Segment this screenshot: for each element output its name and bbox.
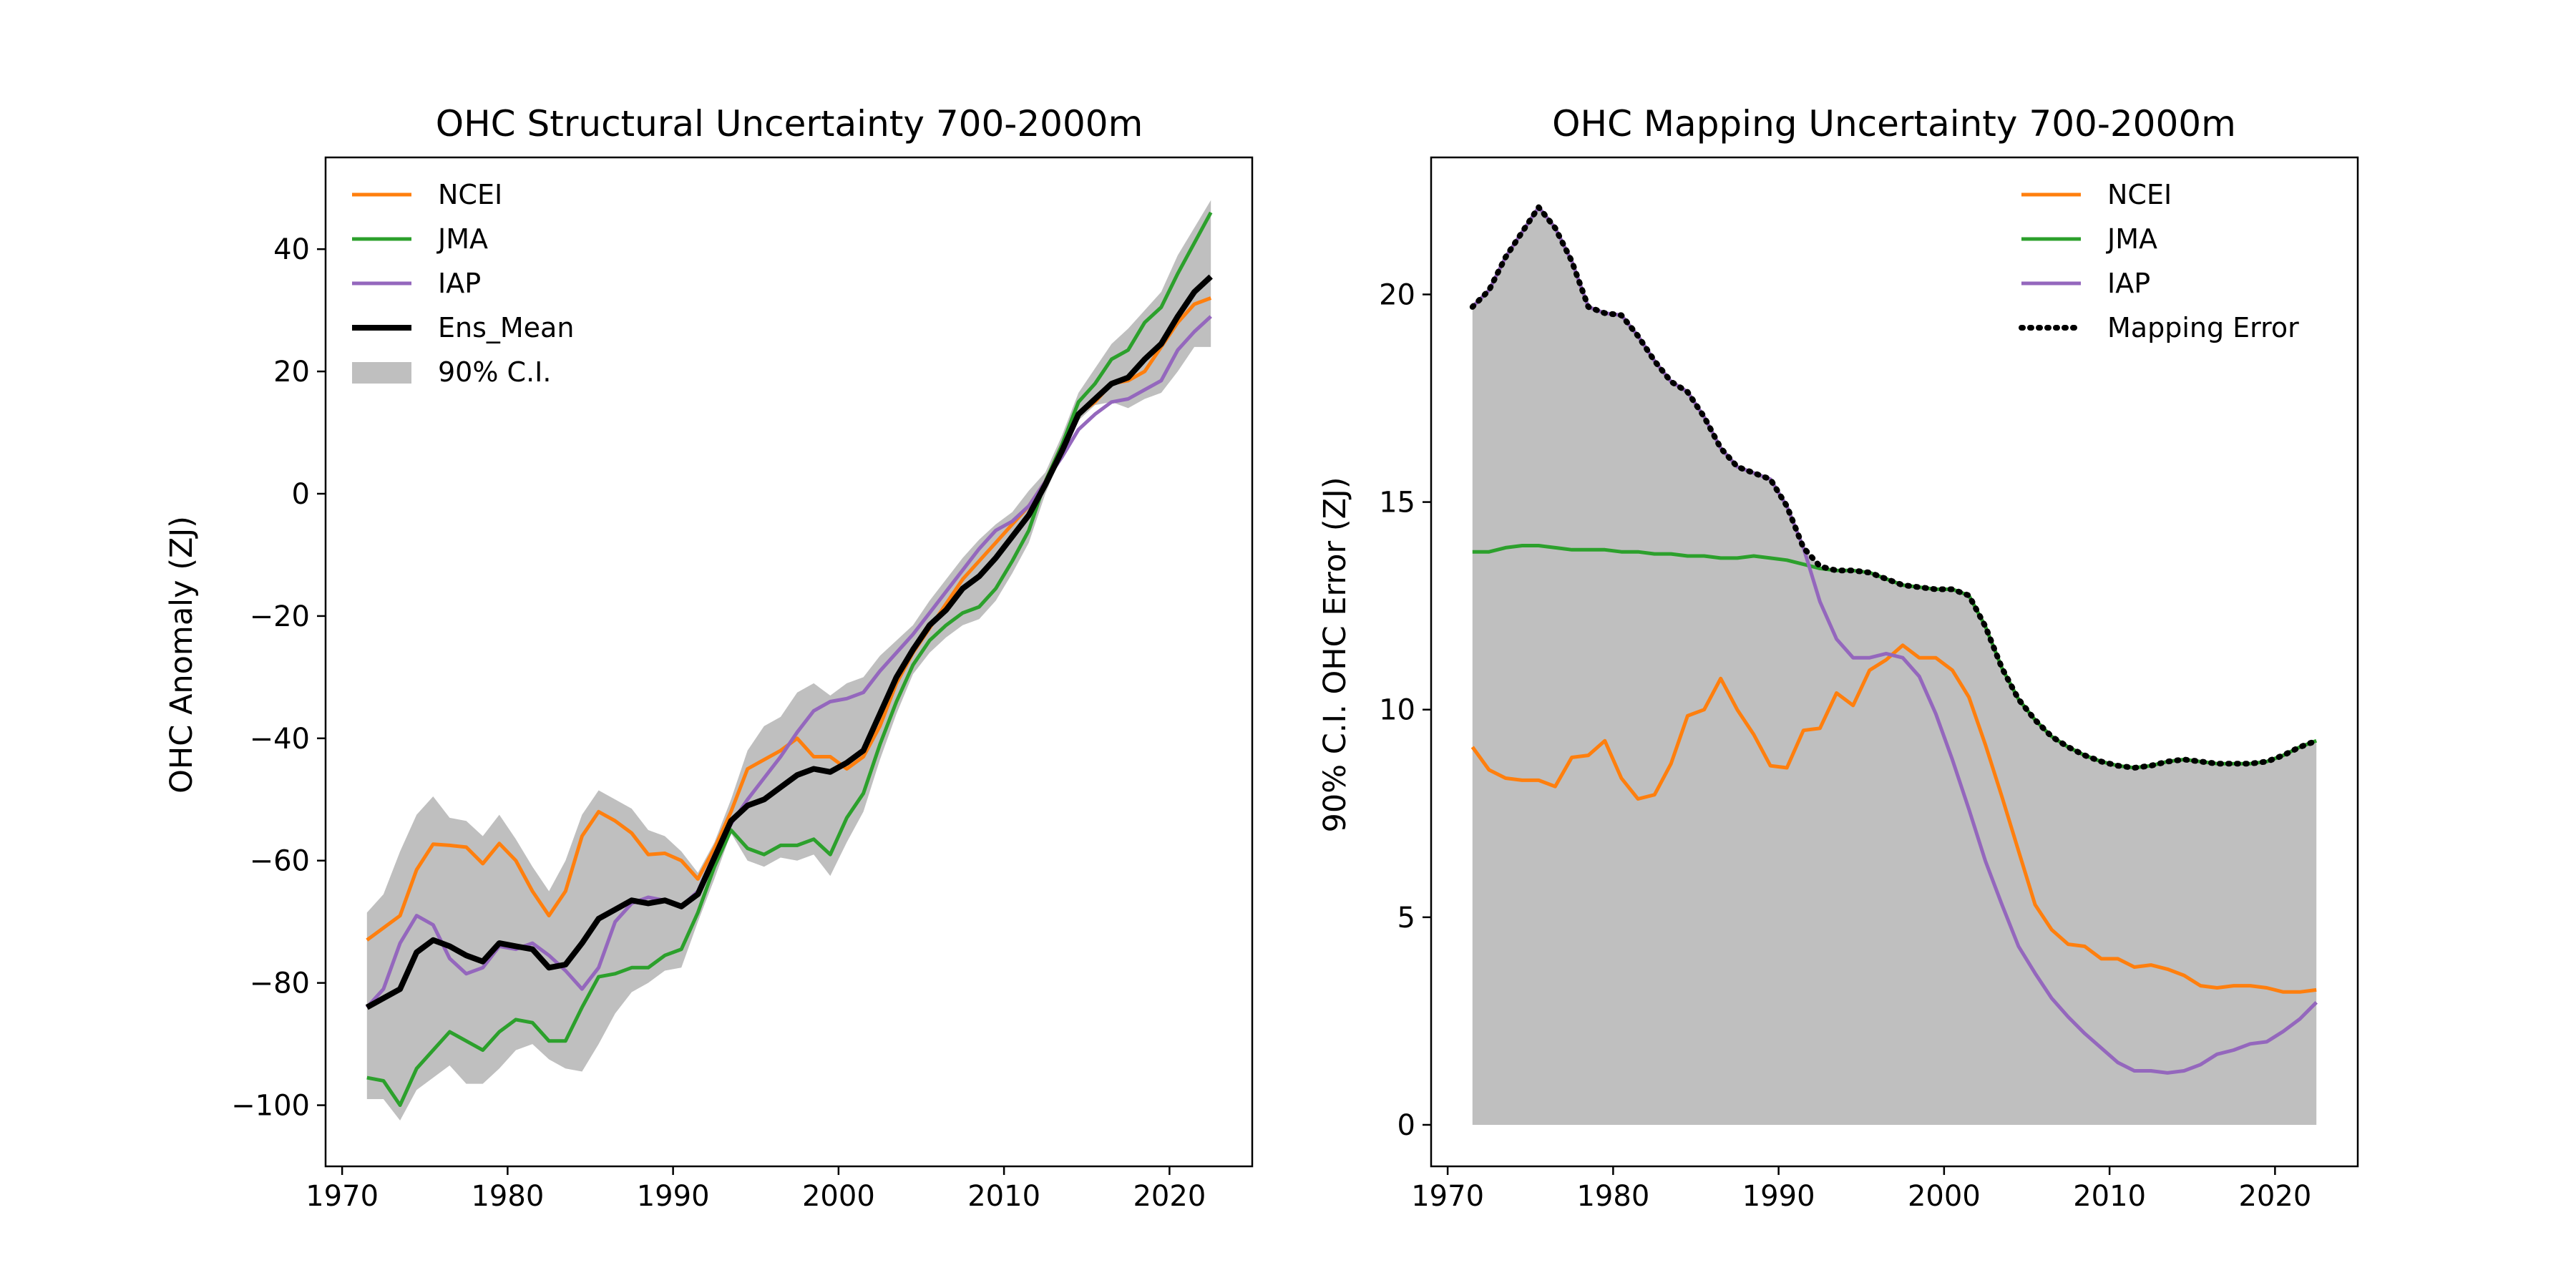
y-tick-label: 0 bbox=[1397, 1109, 1415, 1142]
x-tick-label: 1970 bbox=[306, 1180, 379, 1213]
y-tick-label: 20 bbox=[273, 356, 310, 389]
y-tick-label: −40 bbox=[250, 723, 310, 756]
x-tick-label: 2000 bbox=[802, 1180, 875, 1213]
legend-label: Mapping Error bbox=[2107, 312, 2299, 343]
x-tick-label: 2000 bbox=[1908, 1180, 1981, 1213]
legend-item-iap: IAP bbox=[352, 268, 481, 299]
legend-label: 90% C.I. bbox=[438, 356, 551, 388]
legend-label: JMA bbox=[2106, 223, 2157, 255]
ci-band bbox=[366, 200, 1211, 1121]
x-tick-label: 1970 bbox=[1411, 1180, 1484, 1213]
chart-title: OHC Mapping Uncertainty 700-2000m bbox=[1552, 103, 2236, 145]
y-tick-label: −80 bbox=[250, 967, 310, 1000]
legend: NCEI JMA IAP Ens_Mean 90% C.I. bbox=[352, 179, 574, 388]
legend-label: IAP bbox=[438, 268, 481, 299]
legend-label: Ens_Mean bbox=[438, 312, 574, 343]
mapping-uncertainty-chart: OHC Mapping Uncertainty 700-2000m 90% C.… bbox=[1317, 103, 2359, 1213]
series-line-jma bbox=[366, 211, 1213, 1107]
y-tick-label: −20 bbox=[250, 600, 310, 633]
plot-area bbox=[365, 200, 1213, 1121]
x-tick-label: 1980 bbox=[471, 1180, 544, 1213]
axes: 1970 1980 1990 2000 2010 2020 −100 −80 −60 −40 −20… bbox=[231, 156, 1254, 1213]
x-tick-label: 1980 bbox=[1576, 1180, 1649, 1213]
y-tick-label: 5 bbox=[1397, 902, 1415, 935]
x-tick-label: 1990 bbox=[1742, 1180, 1815, 1213]
y-tick-label: 40 bbox=[273, 233, 310, 266]
axes-frame bbox=[324, 156, 1254, 1168]
legend-label: NCEI bbox=[2107, 179, 2172, 210]
y-axis-label: OHC Anomaly (ZJ) bbox=[164, 516, 200, 794]
series-line-ens-mean bbox=[365, 274, 1213, 1010]
y-tick-label: 0 bbox=[292, 478, 310, 511]
legend-item-iap: IAP bbox=[2021, 268, 2150, 299]
legend-item-ncei: NCEI bbox=[2021, 179, 2172, 210]
legend-item-ncei: NCEI bbox=[352, 179, 502, 210]
legend-item-90-c-i: 90% C.I. bbox=[352, 356, 551, 388]
chart-title: OHC Structural Uncertainty 700-2000m bbox=[436, 103, 1143, 145]
axes-frame bbox=[1430, 156, 2359, 1168]
structural-uncertainty-chart: OHC Structural Uncertainty 700-2000m OHC… bbox=[164, 103, 1254, 1213]
x-tick-label: 2020 bbox=[2238, 1180, 2311, 1213]
series-line-ncei bbox=[1470, 643, 2317, 994]
y-axis-label: 90% C.I. OHC Error (ZJ) bbox=[1317, 477, 1353, 833]
x-tick-label: 2010 bbox=[2073, 1180, 2146, 1213]
axes: 1970 1980 1990 2000 2010 2020 0 5 10 15 20 bbox=[1379, 156, 2359, 1213]
legend-label: JMA bbox=[436, 223, 488, 255]
x-tick-label: 2010 bbox=[967, 1180, 1040, 1213]
legend-swatch bbox=[352, 362, 411, 384]
y-tick-label: 20 bbox=[1379, 278, 1415, 311]
y-tick-label: 10 bbox=[1379, 694, 1415, 727]
plot-area bbox=[1469, 204, 2320, 1126]
legend-item-jma: JMA bbox=[2021, 223, 2157, 255]
legend-item-ens-mean: Ens_Mean bbox=[352, 312, 574, 343]
y-tick-label: −60 bbox=[250, 845, 310, 878]
series-line-mapping-error bbox=[1469, 204, 2320, 771]
legend-item-mapping-error: Mapping Error bbox=[2019, 312, 2299, 343]
legend-item-jma: JMA bbox=[352, 223, 488, 255]
x-tick-label: 2020 bbox=[1133, 1180, 1206, 1213]
y-tick-label: −100 bbox=[231, 1090, 310, 1123]
y-tick-label: 15 bbox=[1379, 487, 1415, 519]
legend: NCEI JMA IAP Mapping Error bbox=[2019, 179, 2299, 343]
x-tick-label: 1990 bbox=[637, 1180, 710, 1213]
error-fill bbox=[1472, 207, 2317, 1126]
series-line-iap bbox=[365, 315, 1212, 1009]
legend-label: IAP bbox=[2107, 268, 2150, 299]
legend-label: NCEI bbox=[438, 179, 502, 210]
